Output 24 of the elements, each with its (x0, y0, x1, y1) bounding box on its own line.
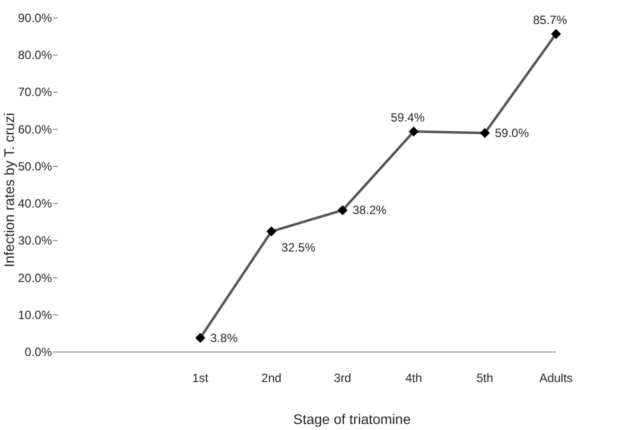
y-tick-label: 90.0% (18, 11, 52, 25)
y-tick-label: 40.0% (18, 196, 52, 211)
data-label: 38.2% (352, 203, 387, 218)
y-axis-title: Infection rates by T. cruzi (1, 112, 17, 268)
x-tick-label: 2nd (261, 371, 282, 385)
y-tick-label: 10.0% (18, 308, 52, 322)
y-tick-label: 50.0% (18, 159, 52, 174)
y-tick-label: 60.0% (18, 122, 52, 136)
data-label: 32.5% (281, 240, 316, 254)
data-label: 59.0% (494, 126, 530, 140)
y-tick-label: 0.0% (24, 345, 52, 359)
x-tick-label: 4th (405, 371, 422, 385)
x-tick-label: 3rd (334, 371, 352, 385)
data-label: 59.4% (390, 110, 426, 125)
y-tick-label: 80.0% (18, 48, 52, 62)
y-tick-label: 30.0% (18, 234, 52, 248)
data-label: 85.7% (532, 12, 568, 27)
y-tick-label: 20.0% (18, 270, 52, 285)
data-label: 3.8% (210, 330, 238, 345)
x-tick-label: 1st (192, 371, 209, 385)
y-tick-label: 70.0% (18, 85, 52, 100)
x-axis-title: Stage of triatomine (293, 411, 411, 427)
x-tick-label: 5th (476, 371, 494, 385)
x-tick-label: Adults (539, 371, 573, 385)
